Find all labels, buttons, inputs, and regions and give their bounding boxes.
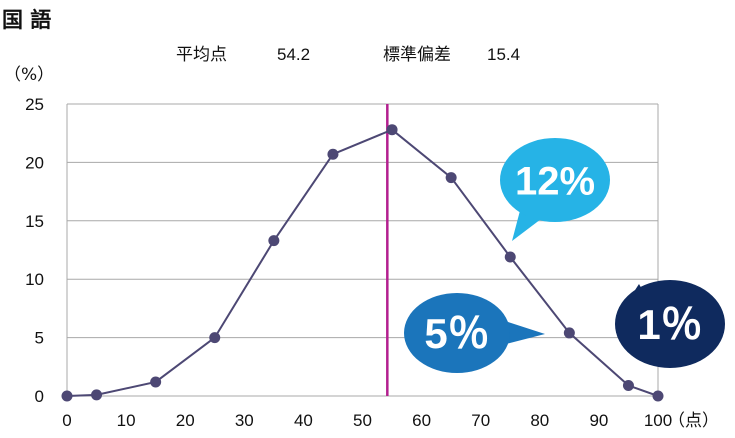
- bubble-shape: [615, 280, 725, 368]
- x-tick-label: 20: [176, 411, 195, 430]
- bubble-shape: [500, 138, 610, 222]
- y-tick-label: 25: [25, 95, 44, 114]
- x-tick-label: 70: [471, 411, 490, 430]
- y-tick-label: 0: [35, 387, 44, 406]
- x-tick-label: 40: [294, 411, 313, 430]
- bubble-label: 12%: [515, 159, 595, 203]
- data-point: [622, 379, 634, 391]
- y-axis-unit: （%）: [4, 65, 54, 85]
- data-point: [61, 390, 73, 402]
- bubble-shape: [404, 293, 510, 373]
- x-tick-label: 90: [589, 411, 608, 430]
- sd-value: 15.4: [487, 45, 520, 64]
- annotation-bubbles: 12% 5％ 1％: [404, 138, 725, 373]
- sd-label: 標準偏差: [383, 45, 451, 65]
- y-tick-label: 5: [35, 329, 44, 348]
- data-point: [386, 124, 398, 136]
- y-tick-label: 15: [25, 212, 44, 231]
- data-point: [504, 251, 516, 263]
- data-point: [150, 376, 162, 388]
- x-tick-label: 30: [235, 411, 254, 430]
- chart-title: 国 語: [2, 8, 51, 32]
- series-layer: [61, 104, 664, 402]
- x-tick-label: 10: [117, 411, 136, 430]
- annotation-bubble: 12%: [500, 138, 610, 241]
- x-axis-unit: （点）: [668, 411, 719, 431]
- series-line: [66, 128, 659, 397]
- axis-labels: 0 5 10 15 20 25 0 10 20 30 40 50 60 70 80 90 100: [25, 95, 672, 430]
- annotation-bubble: 5％: [404, 293, 545, 373]
- data-point: [652, 390, 664, 402]
- data-point: [91, 389, 103, 401]
- x-tick-label: 100: [644, 411, 672, 430]
- grid-lines: [66, 103, 659, 397]
- x-tick-label: 0: [62, 411, 71, 430]
- x-tick-label: 60: [412, 411, 431, 430]
- bubble-tail: [502, 320, 545, 345]
- y-tick-label: 10: [25, 270, 44, 289]
- bubble-label: 5％: [424, 310, 489, 357]
- data-point: [209, 332, 221, 344]
- x-tick-label: 80: [530, 411, 549, 430]
- bubble-label: 1％: [637, 301, 702, 348]
- y-tick-label: 20: [25, 153, 44, 172]
- data-point: [563, 327, 575, 339]
- data-point: [268, 235, 280, 247]
- data-point: [445, 172, 457, 184]
- mean-value: 54.2: [277, 45, 310, 64]
- data-point: [327, 148, 339, 160]
- mean-label: 平均点: [176, 45, 227, 65]
- annotation-bubble: 1％: [615, 280, 725, 368]
- x-tick-label: 50: [353, 411, 372, 430]
